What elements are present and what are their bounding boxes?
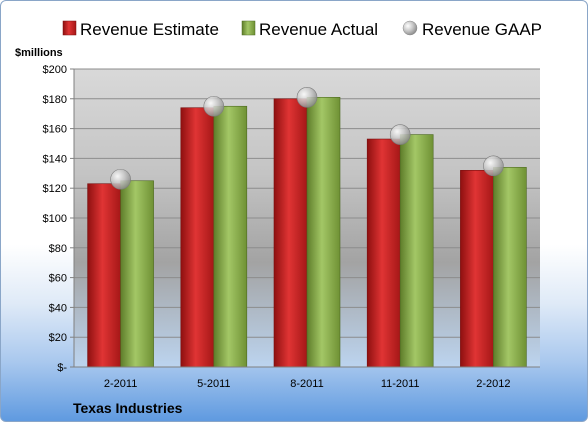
x-tick-label: 8-2011 <box>290 378 323 390</box>
y-tick-label: $180 <box>43 94 67 106</box>
bar-revenue-actual <box>399 134 434 368</box>
bar-revenue-actual <box>213 105 248 368</box>
x-tick-label: 5-2011 <box>197 378 230 390</box>
y-tick-label: $20 <box>49 332 67 344</box>
x-tick-label: 2-2012 <box>476 378 510 390</box>
bar-revenue-actual <box>120 180 154 368</box>
bar-revenue-estimate <box>87 183 121 368</box>
bars <box>87 97 527 368</box>
marker-revenue-gaap <box>483 155 504 177</box>
y-tick-label: $- <box>57 362 67 374</box>
bar-revenue-actual <box>306 97 341 368</box>
marker-revenue-gaap <box>389 124 411 145</box>
x-tick-label: 2-2011 <box>104 378 137 390</box>
y-tick-label: $60 <box>49 273 67 285</box>
legend-label-estimate: Revenue Estimate <box>80 20 219 39</box>
marker-revenue-gaap <box>203 95 225 117</box>
legend-label-gaap: Revenue GAAP <box>422 20 542 39</box>
y-tick-label: $120 <box>43 183 67 195</box>
bar-revenue-actual <box>493 167 527 368</box>
bar-revenue-estimate <box>180 107 215 368</box>
y-tick-label: $40 <box>49 302 67 314</box>
y-tick-label: $160 <box>43 124 67 136</box>
x-tick-label: 11-2011 <box>381 378 420 390</box>
legend-swatch-estimate <box>62 20 77 36</box>
bar-revenue-estimate <box>273 98 308 368</box>
legend-swatch-actual <box>241 20 256 36</box>
marker-revenue-gaap <box>296 87 318 108</box>
gaap-markers <box>110 87 504 190</box>
legend: Revenue Estimate Revenue Actual Revenue … <box>62 20 542 39</box>
company-name: Texas Industries <box>73 400 183 416</box>
legend-swatch-gaap <box>402 20 418 36</box>
x-axis-ticks: 2-2011 5-2011 8-2011 11-2011 2-2012 <box>104 378 511 390</box>
legend-label-actual: Revenue Actual <box>259 20 378 39</box>
y-tick-label: $100 <box>43 213 67 225</box>
y-tick-label: $200 <box>43 64 67 76</box>
y-axis-ticks: $- $20 $40 $60 $80 $100 $120 $140 $160 $180 $200 <box>43 64 74 374</box>
bar-revenue-estimate <box>366 138 401 368</box>
bar-revenue-estimate <box>460 170 494 368</box>
y-axis-unit-label: $millions <box>15 47 63 59</box>
y-tick-label: $80 <box>49 243 67 255</box>
marker-revenue-gaap <box>110 168 131 190</box>
y-tick-label: $140 <box>43 153 67 165</box>
